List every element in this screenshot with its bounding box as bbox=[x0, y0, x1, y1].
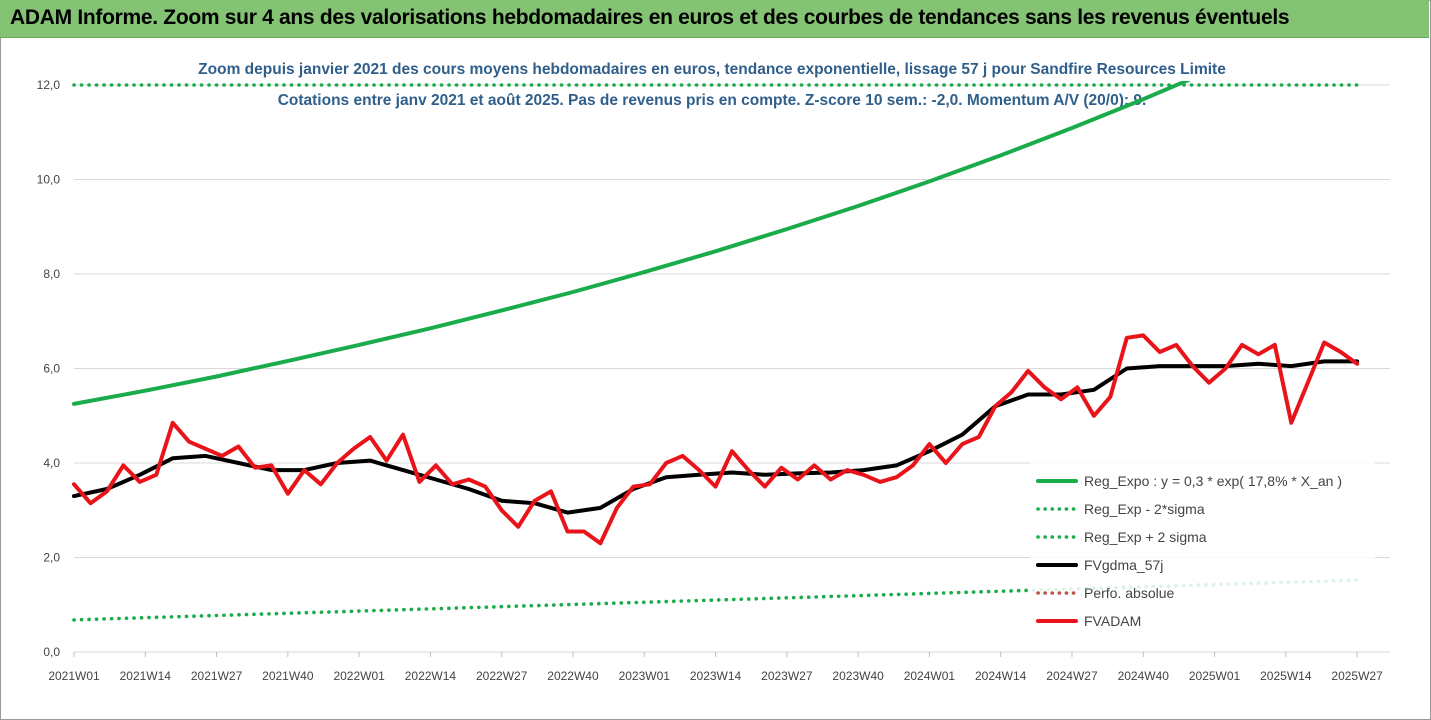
y-axis: 0,0 2,0 4,0 6,0 8,0 10,0 12,0 bbox=[37, 78, 61, 659]
x-axis: 2021W01 2021W14 2021W27 2021W40 2022W01 2022W… bbox=[48, 652, 1383, 683]
x-tick-label: 2023W01 bbox=[619, 669, 671, 683]
x-tick-label: 2024W27 bbox=[1046, 669, 1098, 683]
y-tick-label: 8,0 bbox=[43, 267, 60, 281]
series-group bbox=[72, 81, 1360, 622]
legend-label: Reg_Exp + 2 sigma bbox=[1084, 529, 1207, 545]
x-tick-label: 2023W14 bbox=[690, 669, 742, 683]
legend-label: Reg_Expo : y = 0,3 * exp( 17,8% * X_an ) bbox=[1084, 473, 1342, 489]
x-tick-label: 2024W14 bbox=[975, 669, 1027, 683]
x-tick-label: 2025W01 bbox=[1189, 669, 1241, 683]
x-tick-label: 2023W40 bbox=[832, 669, 884, 683]
x-tick-label: 2024W01 bbox=[904, 669, 956, 683]
y-tick-label: 0,0 bbox=[43, 645, 60, 659]
y-tick-label: 2,0 bbox=[43, 551, 60, 565]
y-tick-label: 6,0 bbox=[43, 362, 60, 376]
series-line-5 bbox=[72, 333, 1360, 546]
legend-label: Reg_Exp - 2*sigma bbox=[1084, 501, 1205, 517]
legend-label: FVgdma_57j bbox=[1084, 557, 1163, 573]
series-line-0 bbox=[72, 81, 1192, 406]
legend-backdrop bbox=[1030, 462, 1375, 634]
chart-subtitle: Cotations entre janv 2021 et août 2025. … bbox=[278, 92, 1147, 109]
x-tick-label: 2022W01 bbox=[333, 669, 385, 683]
y-tick-label: 4,0 bbox=[43, 456, 60, 470]
legend-label: FVADAM bbox=[1084, 613, 1141, 629]
x-tick-label: 2022W14 bbox=[405, 669, 457, 683]
banner-title: ADAM Informe. Zoom sur 4 ans des valoris… bbox=[10, 6, 1290, 29]
grid bbox=[74, 84, 1390, 653]
x-tick-label: 2021W01 bbox=[48, 669, 100, 683]
legend-label: Perfo. absolue bbox=[1084, 585, 1174, 601]
y-tick-label: 10,0 bbox=[37, 173, 61, 187]
x-tick-label: 2025W27 bbox=[1331, 669, 1383, 683]
x-tick-label: 2023W27 bbox=[761, 669, 813, 683]
x-tick-label: 2021W14 bbox=[120, 669, 172, 683]
series-line-3 bbox=[72, 359, 1360, 515]
x-tick-label: 2021W27 bbox=[191, 669, 243, 683]
x-tick-label: 2022W40 bbox=[547, 669, 599, 683]
legend: Reg_Expo : y = 0,3 * exp( 17,8% * X_an )… bbox=[1030, 462, 1375, 634]
banner: ADAM Informe. Zoom sur 4 ans des valoris… bbox=[0, 0, 1429, 38]
y-tick-label: 12,0 bbox=[37, 78, 61, 92]
x-tick-label: 2021W40 bbox=[262, 669, 314, 683]
chart-title: Zoom depuis janvier 2021 des cours moyen… bbox=[198, 61, 1226, 78]
x-tick-label: 2022W27 bbox=[476, 669, 528, 683]
x-tick-label: 2025W14 bbox=[1260, 669, 1312, 683]
title-backdrop bbox=[180, 50, 1242, 98]
x-tick-label: 2024W40 bbox=[1118, 669, 1170, 683]
